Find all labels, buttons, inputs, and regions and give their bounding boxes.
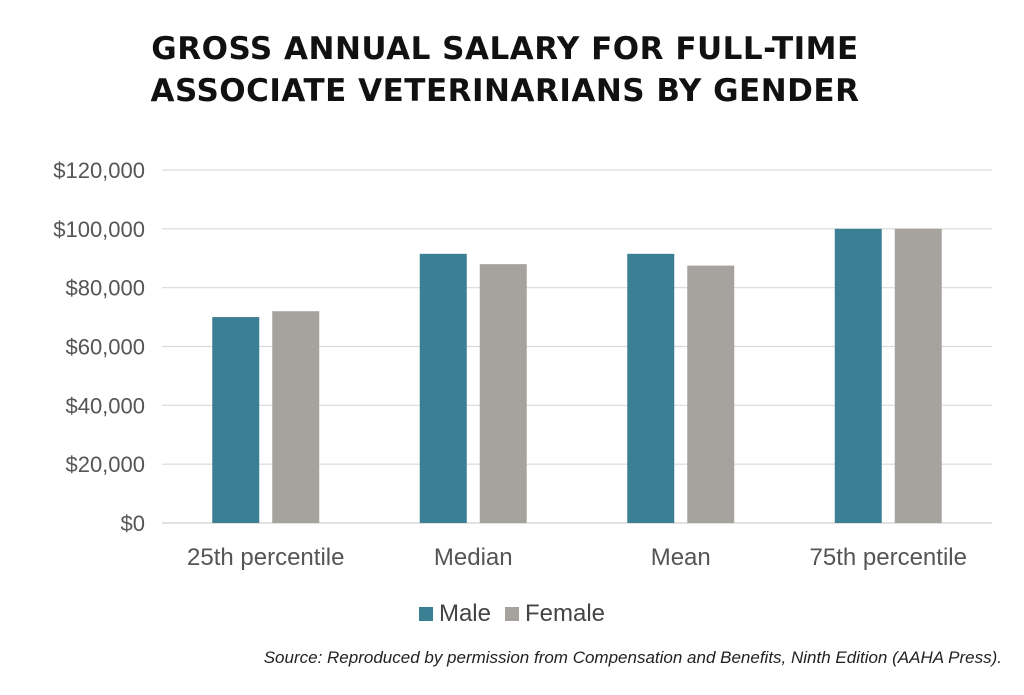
- y-tick-label: $60,000: [65, 335, 145, 360]
- y-tick-label: $80,000: [65, 276, 145, 301]
- source-note: Source: Reproduced by permission from Co…: [263, 648, 1002, 667]
- y-tick-label: $20,000: [65, 452, 145, 477]
- x-tick-label: Median: [434, 544, 513, 571]
- bar-female-mean: [687, 265, 735, 523]
- bar-chart: $0 $20,000 $40,000 $60,000 $80,000 $100,000 $1…: [53, 158, 992, 571]
- bar-female-median: [479, 264, 527, 523]
- y-tick-label: $40,000: [65, 393, 145, 418]
- y-tick-label: $120,000: [53, 158, 145, 183]
- x-tick-label: 75th percentile: [810, 544, 967, 571]
- legend-swatch-female: [505, 607, 519, 621]
- chart-title-line-2: ASSOCIATE VETERINARIANS BY GENDER: [150, 73, 860, 109]
- bar-male-mean: [627, 253, 675, 523]
- x-tick-label: 25th percentile: [187, 544, 344, 571]
- bar-male-75th-percentile: [834, 228, 882, 524]
- chart-title-line-1: GROSS ANNUAL SALARY FOR FULL-TIME: [151, 31, 859, 67]
- y-tick-label: $100,000: [53, 217, 145, 242]
- y-tick-label: $0: [121, 511, 145, 536]
- x-tick-label: Mean: [651, 544, 711, 571]
- legend-item-male: Male: [418, 600, 491, 628]
- legend-label-male: Male: [438, 600, 491, 627]
- legend-item-female: Female: [505, 600, 605, 628]
- bar-male-median: [419, 253, 467, 523]
- bar-female-75th-percentile: [894, 228, 942, 524]
- x-axis-tick-labels: 25th percentile Median Mean 75th percentile: [187, 544, 967, 571]
- bars: [212, 228, 942, 524]
- chart-title: GROSS ANNUAL SALARY FOR FULL-TIME ASSOCI…: [0, 28, 1010, 112]
- bar-male-25th-percentile: [212, 317, 260, 523]
- legend: Male Female: [0, 600, 1024, 628]
- legend-swatch-male: [418, 607, 433, 621]
- y-axis-tick-labels: $0 $20,000 $40,000 $60,000 $80,000 $100,000 $1…: [53, 158, 145, 536]
- bar-female-25th-percentile: [272, 311, 320, 523]
- legend-label-female: Female: [525, 600, 606, 627]
